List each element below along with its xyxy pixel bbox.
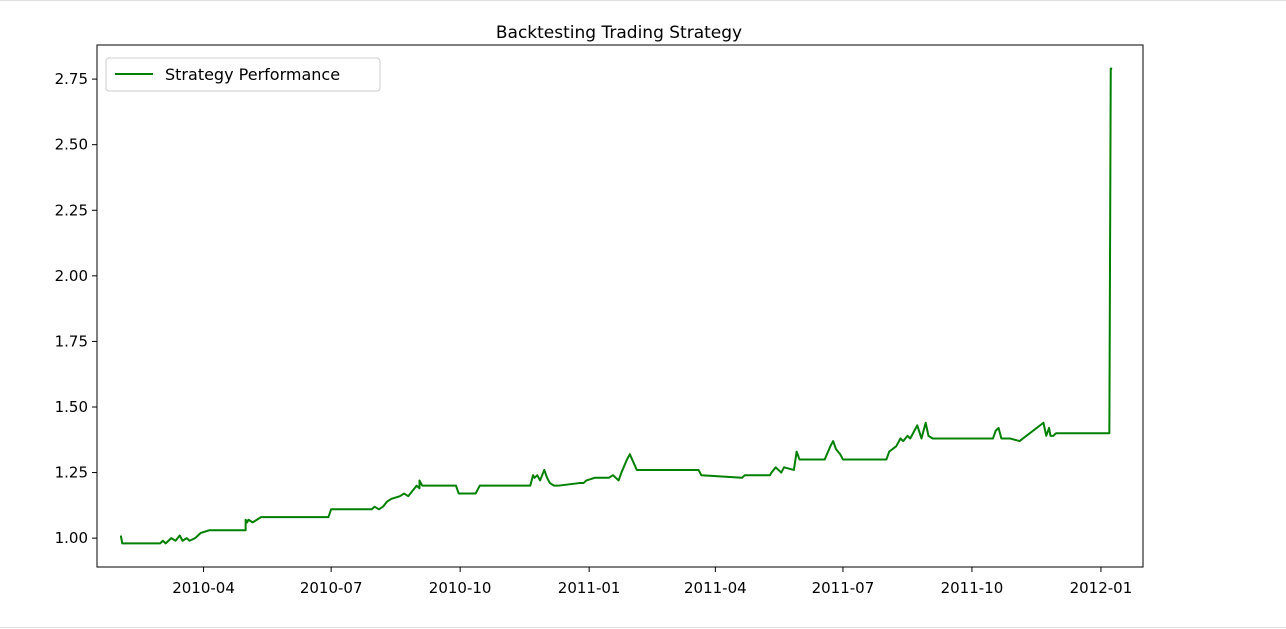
y-tick-label: 2.25 — [55, 201, 88, 219]
x-tick-label: 2010-04 — [172, 579, 235, 597]
y-tick-label: 1.00 — [55, 529, 88, 547]
legend-label: Strategy Performance — [165, 65, 340, 84]
y-tick-label: 1.75 — [55, 332, 88, 350]
bottom-divider — [0, 627, 1286, 628]
x-tick-label: 2011-01 — [558, 579, 621, 597]
x-tick-label: 2010-10 — [429, 579, 492, 597]
y-tick-label: 2.50 — [55, 136, 88, 154]
x-tick-label: 2010-07 — [300, 579, 363, 597]
x-tick-label: 2011-07 — [812, 579, 875, 597]
x-axis: 2010-04 2010-07 2010-10 2011-01 2011-04 2011-… — [172, 567, 1132, 597]
y-tick-label: 1.50 — [55, 398, 88, 416]
series-line-strategy-performance — [119, 67, 1113, 545]
y-tick-label: 2.00 — [55, 267, 88, 285]
y-tick-label: 1.25 — [55, 464, 88, 482]
x-tick-label: 2011-10 — [941, 579, 1004, 597]
chart-title: Backtesting Trading Strategy — [496, 23, 742, 43]
x-tick-label: 2012-01 — [1070, 579, 1133, 597]
y-axis: 1.00 1.25 1.50 1.75 2.00 2.25 2.50 2.75 — [55, 70, 97, 547]
x-tick-label: 2011-04 — [684, 579, 747, 597]
plot-frame — [96, 44, 1144, 568]
legend-box — [105, 57, 381, 92]
legend: Strategy Performance — [105, 57, 381, 92]
series-layer — [119, 67, 1113, 545]
top-divider — [0, 0, 1286, 1]
y-tick-label: 2.75 — [55, 70, 88, 88]
